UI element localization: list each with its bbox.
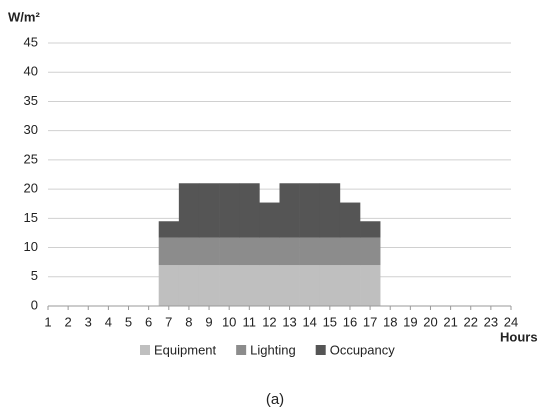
x-tick-label: 5	[125, 314, 132, 329]
x-tick-label: 2	[65, 314, 72, 329]
bar-segment	[178, 265, 200, 306]
x-tick-label: 18	[383, 314, 397, 329]
x-tick-label: 20	[423, 314, 437, 329]
x-tick-label: 11	[243, 314, 257, 329]
bar-segment	[259, 237, 280, 266]
bar-segment	[339, 265, 361, 306]
caption: (a)	[266, 391, 284, 408]
x-tick-label: 6	[145, 314, 152, 329]
x-axis-label: Hours	[500, 329, 538, 344]
y-tick-label: 10	[24, 239, 38, 254]
x-tick-label: 14	[302, 314, 316, 329]
y-tick-label: 35	[24, 93, 38, 108]
bar-segment	[239, 237, 260, 266]
bar-segment	[259, 202, 280, 238]
y-tick-label: 30	[24, 122, 38, 137]
bar-segment	[158, 265, 180, 306]
bar-segment	[158, 237, 180, 266]
bar-segment	[319, 183, 341, 238]
bar-segment	[360, 237, 381, 266]
bar-segment	[198, 183, 220, 238]
x-tick-label: 22	[464, 314, 478, 329]
bar-segment	[279, 265, 300, 306]
x-tick-label: 4	[105, 314, 112, 329]
bar-segment	[239, 183, 260, 238]
bar-segment	[339, 202, 361, 238]
legend-label: Lighting	[250, 342, 296, 357]
x-tick-label: 10	[222, 314, 236, 329]
x-tick-label: 15	[323, 314, 337, 329]
x-tick-label: 17	[363, 314, 377, 329]
legend-label: Occupancy	[330, 342, 396, 357]
y-tick-label: 5	[31, 268, 38, 283]
x-tick-label: 24	[504, 314, 518, 329]
y-axis-label: W/m²	[8, 9, 40, 24]
bar-segment	[299, 183, 321, 238]
legend-swatch	[140, 345, 150, 355]
bar-segment	[198, 265, 220, 306]
y-tick-label: 0	[31, 297, 38, 312]
x-tick-label: 13	[282, 314, 296, 329]
x-tick-label: 16	[343, 314, 357, 329]
x-tick-label: 9	[205, 314, 212, 329]
x-tick-label: 3	[85, 314, 92, 329]
x-tick-label: 19	[403, 314, 417, 329]
bar-segment	[299, 237, 321, 266]
bar-segment	[178, 183, 200, 238]
y-tick-label: 20	[24, 181, 38, 196]
legend-swatch	[236, 345, 247, 355]
bar-segment	[178, 237, 200, 266]
bar-segment	[319, 265, 341, 306]
x-tick-label: 1	[44, 314, 51, 329]
bar-segment	[339, 237, 361, 266]
x-tick-label: 12	[262, 314, 276, 329]
bar-segment	[319, 237, 341, 266]
y-tick-label: 25	[24, 151, 38, 166]
bar-segment	[219, 237, 240, 266]
x-tick-label: 23	[484, 314, 498, 329]
x-tick-label: 7	[165, 314, 172, 329]
y-tick-label: 40	[24, 64, 38, 79]
bar-segment	[219, 183, 240, 238]
x-tick-label: 8	[185, 314, 192, 329]
bar-segment	[360, 221, 381, 238]
bar-segment	[158, 221, 180, 238]
y-tick-label: 15	[24, 210, 38, 225]
bar-segment	[219, 265, 240, 306]
legend-label: Equipment	[154, 342, 217, 357]
bar-segment	[360, 265, 381, 306]
bar-segment	[259, 265, 280, 306]
x-tick-label: 21	[443, 314, 457, 329]
y-tick-label: 45	[24, 34, 38, 49]
bar-segment	[198, 237, 220, 266]
bar-segment	[239, 265, 260, 306]
bar-segment	[299, 265, 321, 306]
bar-segment	[279, 237, 300, 266]
legend-swatch	[315, 345, 326, 355]
bar-segment	[279, 183, 300, 238]
